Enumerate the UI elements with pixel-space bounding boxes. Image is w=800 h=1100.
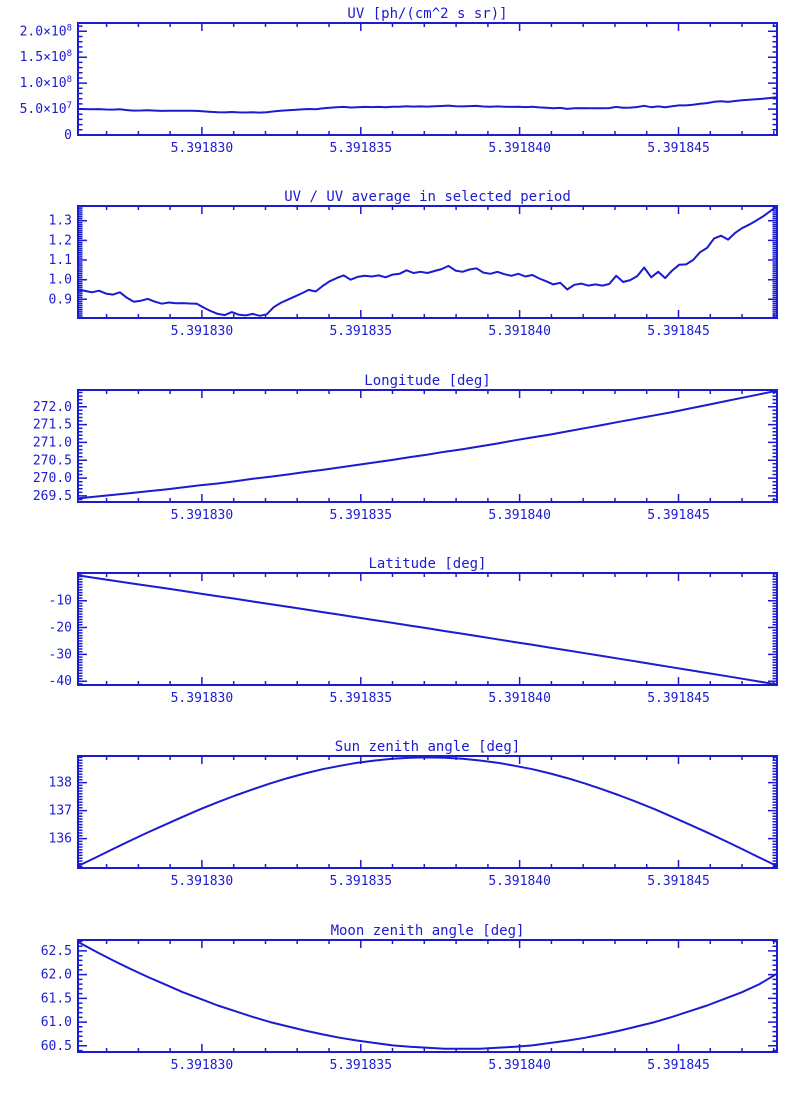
axis-ticks [78, 756, 777, 868]
y-tick-label: 60.5 [41, 1039, 72, 1054]
x-tick-label: 5.391830 [171, 324, 234, 339]
data-series-uv [77, 96, 778, 114]
y-tick-label: -20 [49, 621, 72, 636]
x-tick-label: 5.391845 [647, 1058, 710, 1073]
y-tick-label: 1.1 [49, 253, 72, 268]
panel-title-sun-zenith: Sun zenith angle [deg] [335, 739, 520, 755]
y-tick-label: 5.0×107 [20, 101, 72, 117]
y-tick-label: 0.9 [49, 292, 72, 307]
x-tick-label: 5.391830 [171, 508, 234, 523]
panel-title-uv-ratio: UV / UV average in selected period [284, 189, 571, 205]
chart-panel-moon-zenith: Moon zenith angle [deg] 5.391830 5.391835 5… [41, 923, 778, 1073]
x-tick-label: 5.391840 [488, 1058, 551, 1073]
chart-panel-uv-ratio: UV / UV average in selected period 5.3918… [49, 189, 778, 339]
data-series-sun-zenith [77, 756, 778, 867]
axis-ticks [78, 23, 777, 136]
x-tick-label: 5.391835 [329, 324, 392, 339]
y-tick-label: 62.0 [41, 968, 72, 983]
panel-title-longitude: Longitude [deg] [364, 373, 490, 389]
plot-frame [77, 205, 778, 319]
x-tick-label: 5.391840 [488, 874, 551, 889]
y-tick-label: 271.0 [33, 435, 72, 450]
y-tick-label: -30 [49, 647, 72, 662]
x-tick-label: 5.391845 [647, 141, 710, 156]
panel-title-uv: UV [ph/(cm^2 s sr)] [347, 6, 507, 22]
y-tick-label: 270.0 [33, 471, 72, 486]
panel-title-moon-zenith: Moon zenith angle [deg] [331, 923, 525, 939]
panel-title-latitude: Latitude [deg] [368, 556, 486, 572]
x-tick-label: 5.391845 [647, 691, 710, 706]
x-tick-label: 5.391845 [647, 874, 710, 889]
y-tick-label: -10 [49, 594, 72, 609]
x-tick-label: 5.391830 [171, 141, 234, 156]
y-tick-label: 62.5 [41, 944, 72, 959]
axis-ticks [78, 940, 777, 1052]
plot-frame [77, 22, 778, 136]
data-series-moon-zenith [77, 940, 778, 1050]
y-tick-label: 2.0×108 [20, 23, 72, 39]
x-tick-label: 5.391835 [329, 141, 392, 156]
x-tick-label: 5.391830 [171, 1058, 234, 1073]
data-series-longitude [77, 389, 778, 500]
y-tick-label: 1.3 [49, 214, 72, 229]
y-tick-label: 1.0×108 [20, 75, 72, 91]
data-series-uv-ratio [77, 205, 778, 317]
plot-frame [77, 939, 778, 1053]
y-tick-label: 272.0 [33, 400, 72, 415]
x-tick-label: 5.391840 [488, 141, 551, 156]
x-tick-label: 5.391845 [647, 508, 710, 523]
x-tick-label: 5.391835 [329, 1058, 392, 1073]
x-tick-label: 5.391830 [171, 691, 234, 706]
x-tick-label: 5.391835 [329, 691, 392, 706]
plot-frame [77, 389, 778, 503]
y-tick-label: 138 [49, 776, 72, 791]
axis-ticks [78, 390, 777, 502]
chart-panel-sun-zenith: Sun zenith angle [deg] 5.391830 5.391835 5.… [49, 739, 778, 889]
y-tick-label: 61.5 [41, 991, 72, 1006]
x-tick-label: 5.391840 [488, 508, 551, 523]
x-tick-label: 5.391840 [488, 324, 551, 339]
y-tick-label: 136 [49, 832, 72, 847]
y-tick-label: 1.2 [49, 233, 72, 248]
x-tick-label: 5.391835 [329, 874, 392, 889]
x-tick-label: 5.391830 [171, 874, 234, 889]
y-tick-label: 137 [49, 804, 72, 819]
chart-panel-latitude: Latitude [deg] 5.391830 5.391835 5.391840 5.… [49, 556, 778, 706]
y-tick-label: 271.5 [33, 418, 72, 433]
chart-panel-longitude: Longitude [deg] 5.391830 5.391835 5.391840 5… [33, 373, 778, 523]
chart-panel-uv: UV [ph/(cm^2 s sr)] 5.391830 5.391835 5.391… [20, 6, 778, 156]
data-series-latitude [77, 574, 778, 686]
x-tick-label: 5.391835 [329, 508, 392, 523]
plot-frame [77, 572, 778, 686]
y-tick-label: 1.0 [49, 273, 72, 288]
y-tick-label: 1.5×108 [20, 49, 72, 65]
y-tick-label: 61.0 [41, 1015, 72, 1030]
axis-ticks [78, 206, 777, 318]
y-tick-label: -40 [49, 674, 72, 689]
y-tick-label: 270.5 [33, 453, 72, 468]
plot-frame [77, 755, 778, 869]
y-tick-label: 269.5 [33, 489, 72, 504]
x-tick-label: 5.391845 [647, 324, 710, 339]
x-tick-label: 5.391840 [488, 691, 551, 706]
y-tick-label: 0 [64, 128, 72, 143]
